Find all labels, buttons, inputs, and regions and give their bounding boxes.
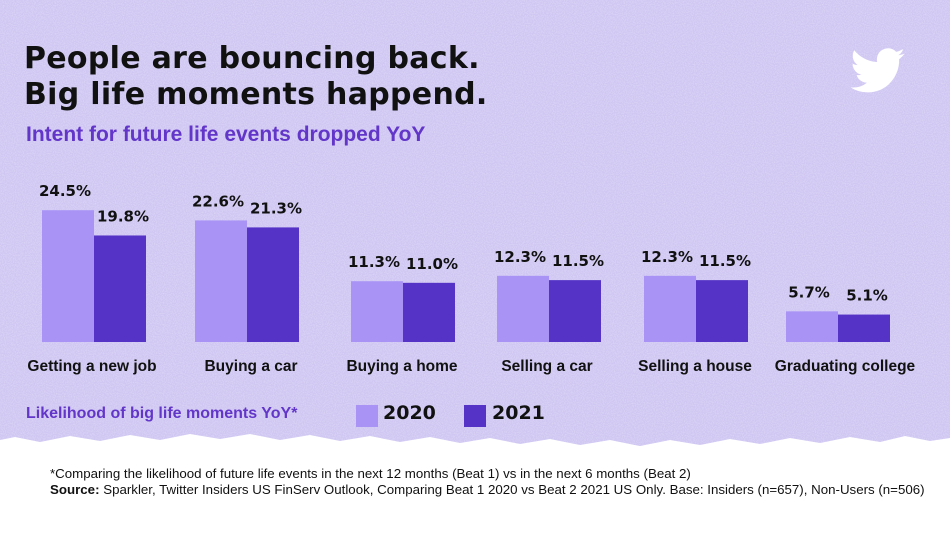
bar-selling-a-car-2021 [549, 280, 601, 342]
footnote-note: *Comparing the likelihood of future life… [50, 466, 691, 481]
value-label-selling-a-house-2021: 11.5% [699, 252, 751, 270]
bar-buying-a-car-2020 [195, 220, 247, 342]
value-label-selling-a-car-2020: 12.3% [494, 248, 546, 266]
value-label-selling-a-car-2021: 11.5% [552, 252, 604, 270]
legend-swatch-2020 [356, 405, 378, 427]
value-label-selling-a-house-2020: 12.3% [641, 248, 693, 266]
page-title-line-2: Big life moments happend. [24, 77, 488, 112]
value-label-buying-a-home-2021: 11.0% [406, 255, 458, 273]
value-label-buying-a-home-2020: 11.3% [348, 253, 400, 271]
bar-buying-a-home-2021 [403, 282, 455, 342]
bar-graduating-college-2021 [838, 314, 890, 342]
value-label-graduating-college-2020: 5.7% [788, 283, 830, 301]
category-label: Graduating college [775, 358, 916, 375]
value-label-getting-a-new-job-2020: 24.5% [39, 182, 91, 200]
category-label: Selling a house [638, 358, 752, 375]
footnote-source: Source: Sparkler, Twitter Insiders US Fi… [50, 482, 930, 498]
bar-selling-a-car-2020 [497, 275, 549, 342]
bar-selling-a-house-2020 [644, 275, 696, 342]
bar-getting-a-new-job-2020 [42, 210, 94, 342]
value-label-buying-a-car-2020: 22.6% [192, 192, 244, 210]
legend-label-2021: 2021 [492, 402, 545, 424]
category-label: Buying a home [346, 358, 457, 375]
legend-swatch-2021 [464, 405, 486, 427]
bar-getting-a-new-job-2021 [94, 235, 146, 342]
value-label-buying-a-car-2021: 21.3% [250, 199, 302, 217]
twitter-bird-icon [850, 48, 905, 93]
category-label: Buying a car [204, 358, 297, 375]
legend-title: Likelihood of big life moments YoY* [26, 405, 298, 422]
bar-buying-a-car-2021 [247, 227, 299, 342]
category-label: Selling a car [501, 358, 592, 375]
page-title-line-1: People are bouncing back. [24, 41, 480, 76]
value-label-graduating-college-2021: 5.1% [846, 287, 888, 305]
chart-subtitle: Intent for future life events dropped Yo… [26, 123, 426, 146]
footnote: *Comparing the likelihood of future life… [50, 466, 930, 498]
source-label: Source: [50, 482, 100, 497]
bar-graduating-college-2020 [786, 311, 838, 342]
bar-selling-a-house-2021 [696, 280, 748, 342]
bar-buying-a-home-2020 [351, 281, 403, 342]
value-label-getting-a-new-job-2021: 19.8% [97, 207, 149, 225]
source-text: Sparkler, Twitter Insiders US FinServ Ou… [99, 482, 925, 497]
legend-label-2020: 2020 [383, 402, 436, 424]
category-label: Getting a new job [27, 358, 156, 375]
